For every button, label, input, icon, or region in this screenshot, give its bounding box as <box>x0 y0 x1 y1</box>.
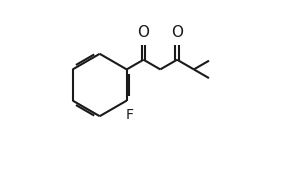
Text: O: O <box>171 25 183 40</box>
Text: F: F <box>125 108 133 122</box>
Text: O: O <box>138 25 149 40</box>
